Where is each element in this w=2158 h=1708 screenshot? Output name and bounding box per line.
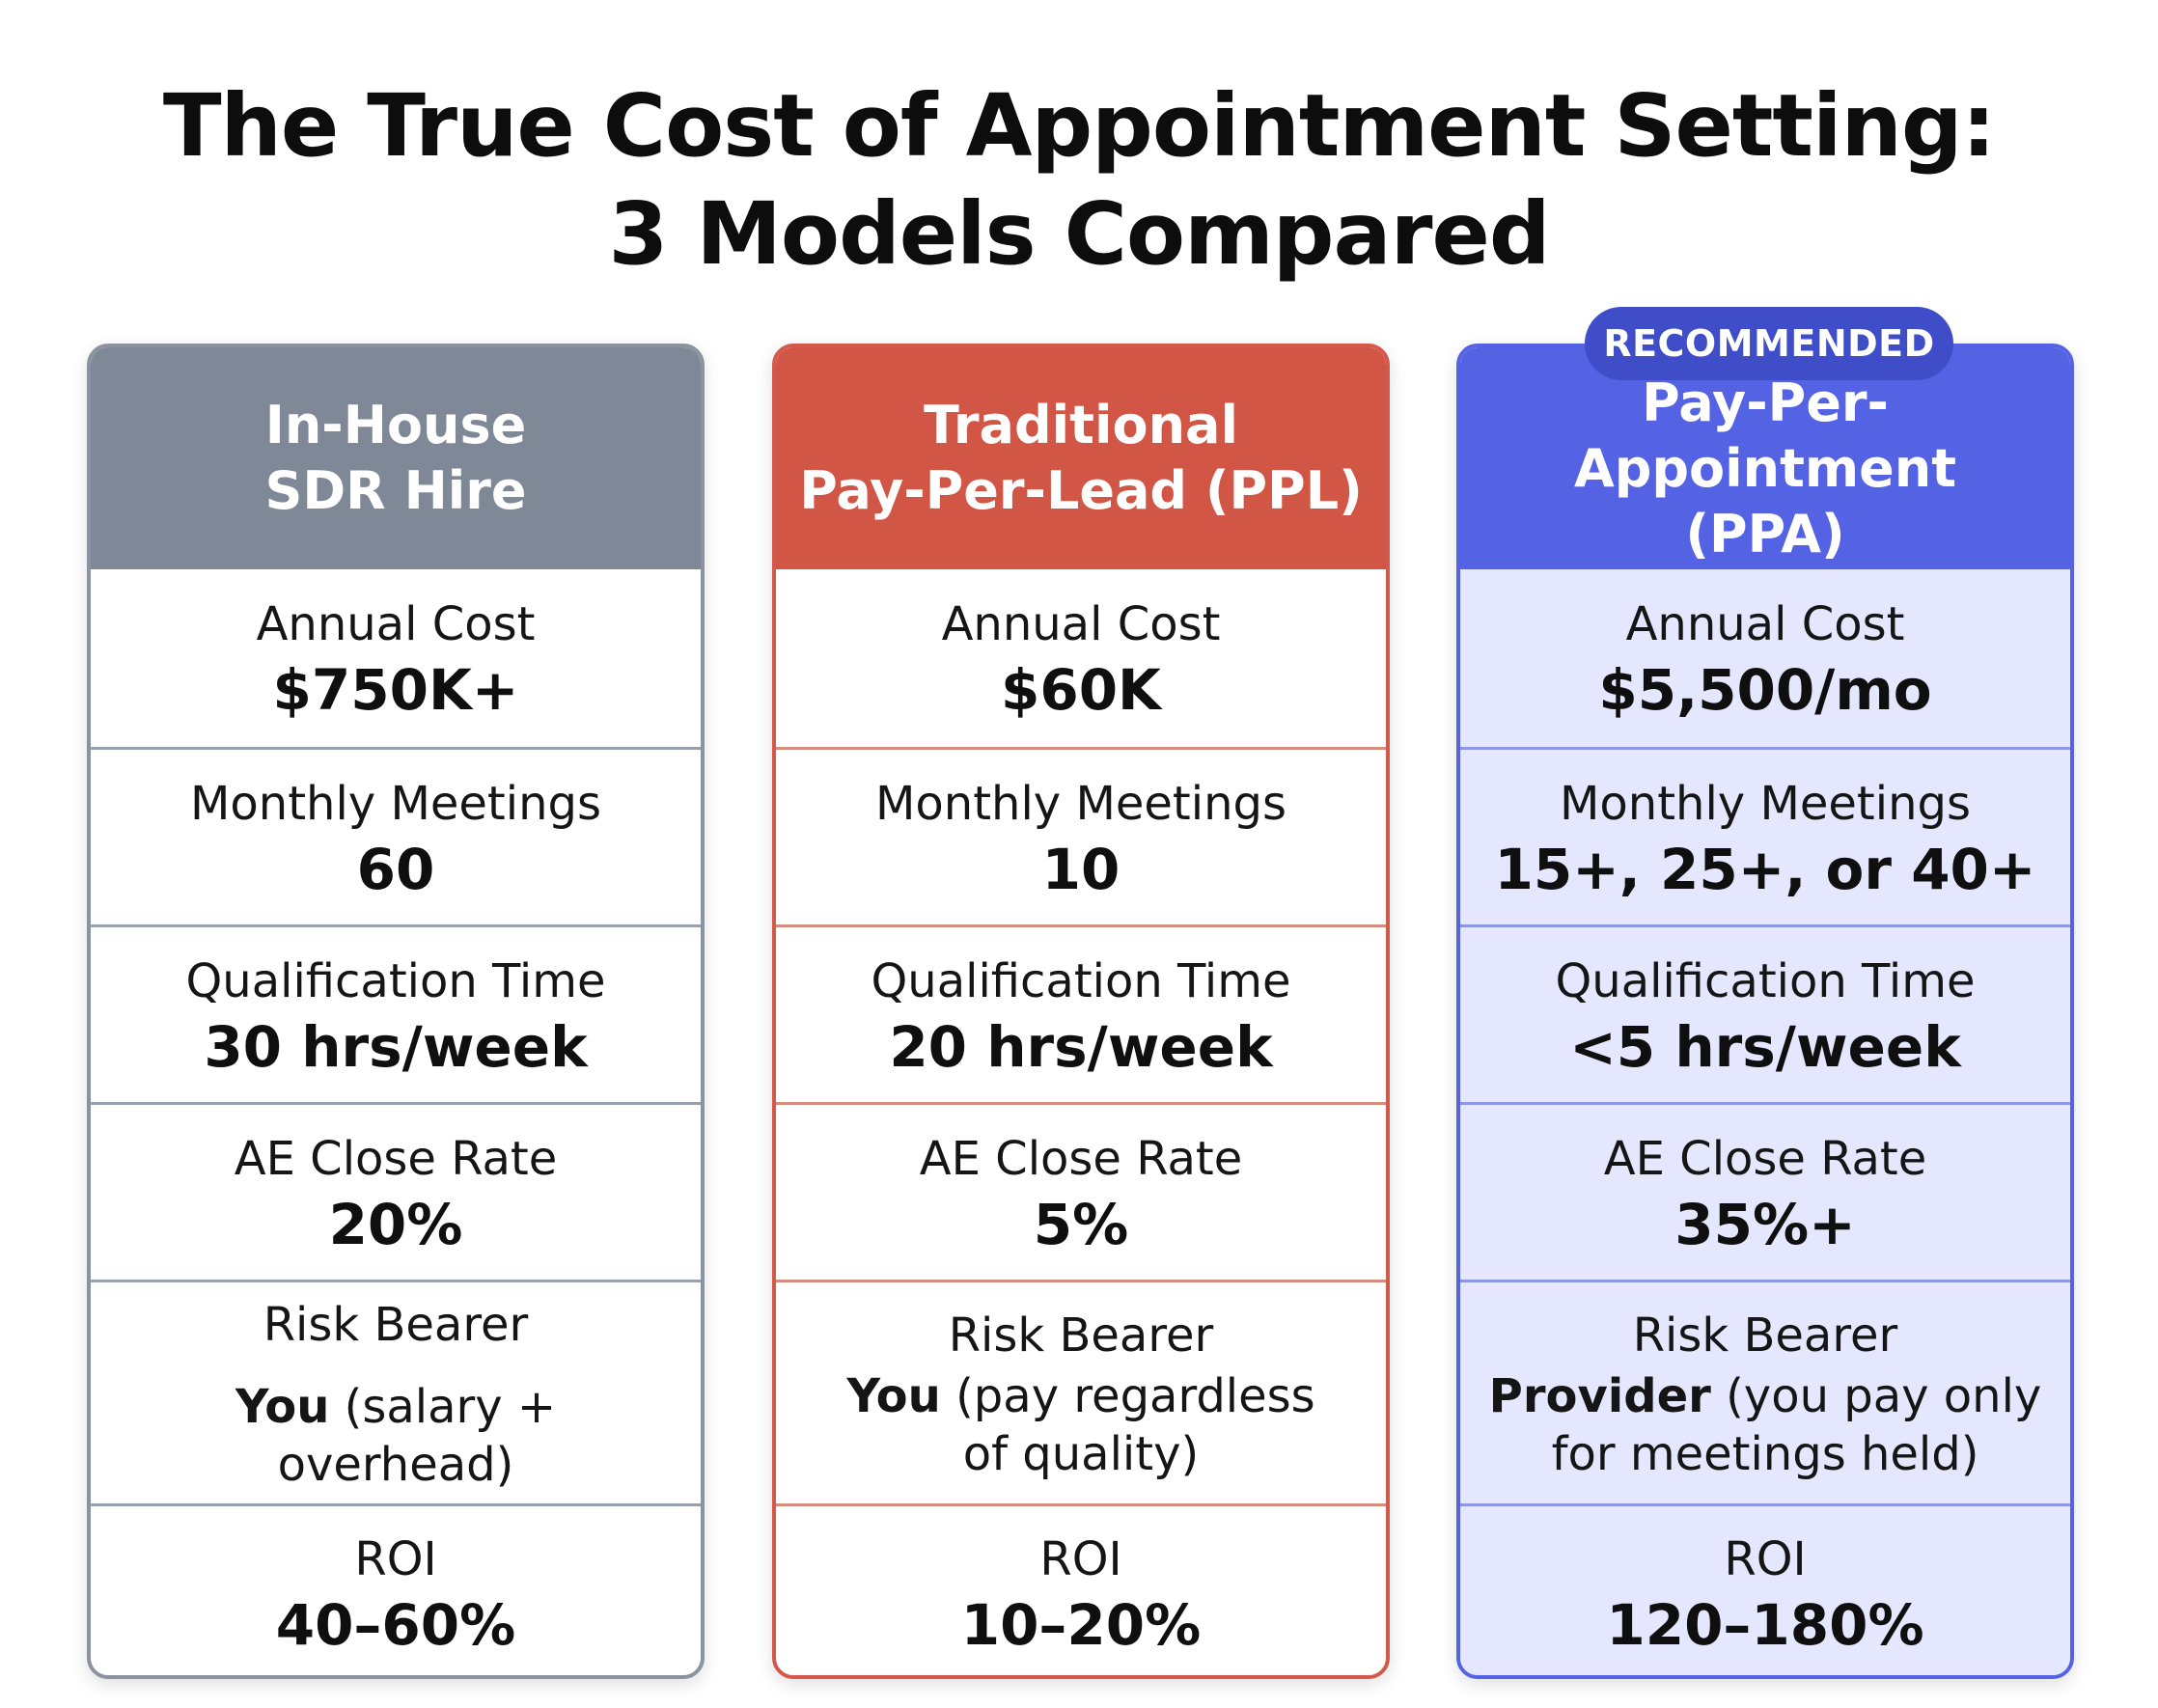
card-header-line: (PPA) — [1685, 504, 1845, 565]
row-label: Monthly Meetings — [875, 776, 1286, 831]
row-label: ROI — [1724, 1531, 1807, 1586]
row-value: 10–20% — [960, 1591, 1202, 1658]
title-line-2: 3 Models Compared — [608, 183, 1550, 284]
card-header: Pay-Per-Appointment (PPA) — [1460, 347, 2070, 569]
row-label: Annual Cost — [256, 597, 536, 651]
row-label: AE Close Rate — [234, 1131, 558, 1186]
row-label: Annual Cost — [941, 597, 1221, 651]
row-label: Qualification Time — [871, 953, 1291, 1008]
row-qualification-time: Qualification Time 20 hrs/week — [776, 924, 1386, 1102]
row-risk-bearer: Risk Bearer Provider (you pay only for m… — [1460, 1280, 2070, 1503]
row-annual-cost: Annual Cost $750K+ — [91, 569, 701, 747]
model-card-ppl: Traditional Pay-Per-Lead (PPL) Annual Co… — [772, 344, 1390, 1679]
risk-detail: of quality) — [962, 1426, 1200, 1481]
row-roi: ROI 120–180% — [1460, 1503, 2070, 1675]
recommended-badge: RECOMMENDED — [1585, 307, 1953, 380]
row-value: $5,500/mo — [1598, 657, 1932, 723]
row-value: 30 hrs/week — [204, 1013, 588, 1080]
risk-detail: (pay regardless — [955, 1368, 1315, 1423]
row-risk-bearer: Risk Bearer You (pay regardless of quali… — [776, 1280, 1386, 1503]
row-value: 35%+ — [1674, 1191, 1856, 1257]
row-value: <5 hrs/week — [1569, 1013, 1961, 1080]
row-qualification-time: Qualification Time 30 hrs/week — [91, 924, 701, 1102]
row-value: 5% — [1033, 1191, 1129, 1257]
card-header-line: Pay-Per-Lead (PPL) — [799, 460, 1363, 521]
row-label: AE Close Rate — [919, 1131, 1243, 1186]
row-label: Risk Bearer — [948, 1308, 1214, 1363]
page-title: The True Cost of Appointment Setting: 3 … — [0, 71, 2158, 288]
risk-bearer-name: Provider — [1488, 1368, 1711, 1423]
row-annual-cost: Annual Cost $5,500/mo — [1460, 569, 2070, 747]
row-value: $60K — [1000, 657, 1161, 723]
row-value: 10 — [1041, 836, 1120, 902]
model-card-in-house: In-House SDR Hire Annual Cost $750K+ Mon… — [87, 344, 705, 1679]
risk-detail: for meetings held) — [1551, 1426, 1979, 1481]
risk-description: You (pay regardless of quality) — [823, 1367, 1338, 1483]
row-risk-bearer: Risk Bearer You (salary + overhead) — [91, 1280, 701, 1503]
row-close-rate: AE Close Rate 20% — [91, 1102, 701, 1280]
row-label: ROI — [1039, 1531, 1122, 1586]
card-header: In-House SDR Hire — [91, 347, 701, 569]
row-label: Annual Cost — [1625, 597, 1905, 651]
row-label: Monthly Meetings — [1560, 776, 1971, 831]
risk-detail: (salary + overhead) — [277, 1379, 557, 1492]
row-roi: ROI 10–20% — [776, 1503, 1386, 1675]
card-header-line: Traditional — [924, 395, 1238, 455]
card-header: Traditional Pay-Per-Lead (PPL) — [776, 347, 1386, 569]
row-value: $750K+ — [272, 657, 519, 723]
row-value: 40–60% — [275, 1591, 516, 1658]
row-roi: ROI 40–60% — [91, 1503, 701, 1675]
row-qualification-time: Qualification Time <5 hrs/week — [1460, 924, 2070, 1102]
title-line-1: The True Cost of Appointment Setting: — [162, 75, 1996, 176]
risk-bearer-name: You — [235, 1379, 330, 1434]
row-label: Risk Bearer — [1632, 1308, 1898, 1363]
row-value: 15+, 25+, or 40+ — [1494, 836, 2036, 902]
row-value: 60 — [356, 836, 435, 902]
card-header-line: In-House — [264, 395, 527, 455]
row-value: 120–180% — [1606, 1591, 1924, 1658]
row-label: AE Close Rate — [1603, 1131, 1927, 1186]
row-close-rate: AE Close Rate 35%+ — [1460, 1102, 2070, 1280]
row-annual-cost: Annual Cost $60K — [776, 569, 1386, 747]
card-header-line: SDR Hire — [264, 460, 527, 521]
model-card-ppa: Pay-Per-Appointment (PPA) Annual Cost $5… — [1456, 344, 2074, 1679]
row-label: Monthly Meetings — [190, 776, 601, 831]
risk-description: You (salary + overhead) — [91, 1378, 701, 1494]
row-monthly-meetings: Monthly Meetings 15+, 25+, or 40+ — [1460, 747, 2070, 924]
row-close-rate: AE Close Rate 5% — [776, 1102, 1386, 1280]
row-label: Qualification Time — [1555, 953, 1976, 1008]
row-label: ROI — [354, 1531, 437, 1586]
row-label: Qualification Time — [185, 953, 606, 1008]
row-value: 20 hrs/week — [889, 1013, 1273, 1080]
risk-bearer-name: You — [846, 1368, 941, 1423]
risk-detail: (you pay only — [1726, 1368, 2042, 1423]
row-value: 20% — [328, 1191, 463, 1257]
card-header-line: Pay-Per-Appointment — [1573, 372, 1957, 499]
row-label: Risk Bearer — [263, 1297, 529, 1352]
risk-description: Provider (you pay only for meetings held… — [1466, 1367, 2065, 1483]
row-monthly-meetings: Monthly Meetings 10 — [776, 747, 1386, 924]
row-monthly-meetings: Monthly Meetings 60 — [91, 747, 701, 924]
